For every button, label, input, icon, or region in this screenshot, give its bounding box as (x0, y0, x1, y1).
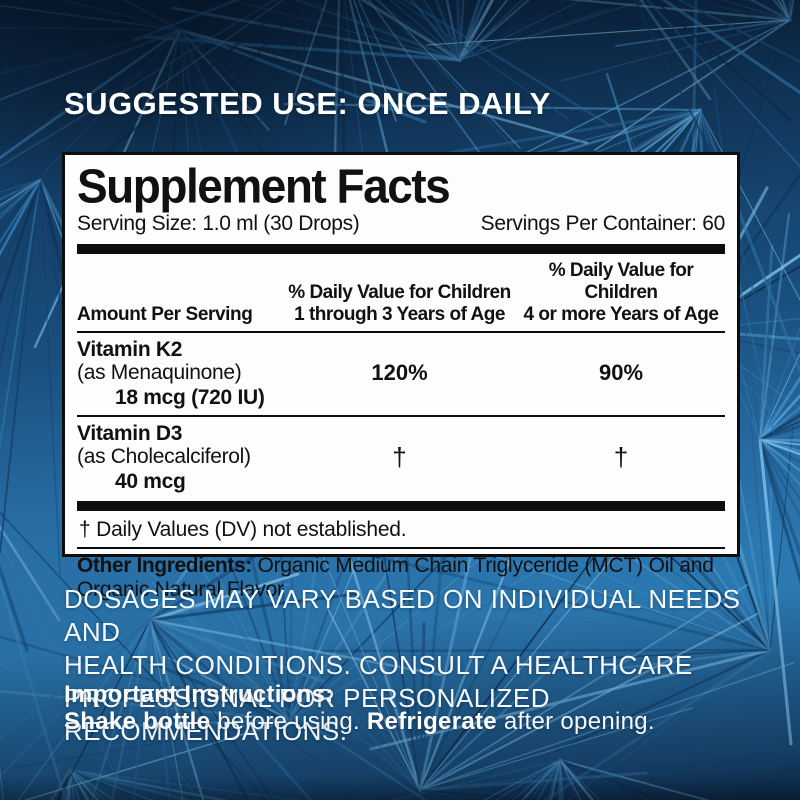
instructions-line: Shake bottle before using. Refrigerate a… (64, 708, 655, 736)
other-ingredients-label: Other Ingredients: (77, 554, 252, 578)
daily-value-footnote: † Daily Values (DV) not established. (79, 518, 407, 542)
suggested-use-heading: SUGGESTED USE: ONCE DAILY (64, 86, 551, 121)
servings-per-container: Servings Per Container: 60 (480, 212, 726, 236)
other-ingredients-text: Organic Medium Chain Triglyceride (MCT) … (77, 554, 714, 601)
serving-size: Serving Size: 1.0 ml (30 Drops) (77, 212, 360, 236)
serving-row: Serving Size: 1.0 ml (30 Drops) Servings… (77, 212, 725, 236)
instruction-after: after opening. (496, 708, 655, 735)
nutrient-name: Vitamin D3 (77, 422, 183, 446)
dv-children-1-3: 120% (371, 360, 428, 386)
other-ingredients: Other Ingredients: Organic Medium Chain … (77, 549, 725, 601)
disclaimer-line: PROFESSIONAL FOR PERSONALIZED RECOMMENDA… (64, 683, 550, 746)
thin-divider (77, 547, 725, 550)
nutrient-name: Vitamin K2 (77, 337, 183, 361)
disclaimer-line: DOSAGES MAY VARY BASED ON INDIVIDUAL NEE… (64, 584, 741, 647)
dosage-disclaimer: DOSAGES MAY VARY BASED ON INDIVIDUAL NEE… (64, 583, 754, 748)
supplement-facts-panel: Supplement Facts Serving Size: 1.0 ml (3… (62, 152, 740, 601)
column-header-amount: Amount Per Serving (77, 303, 253, 325)
table-row-vitamin-k2: Vitamin K2 (as Menaquinone) 18 mcg (720 … (77, 333, 725, 415)
instruction-before: before using. (210, 708, 367, 735)
dv-children-4plus: 90% (598, 360, 644, 386)
panel-title: Supplement Facts (77, 158, 451, 213)
disclaimer-line: HEALTH CONDITIONS. CONSULT A HEALTHCARE (64, 650, 693, 680)
nutrient-amount: 40 mcg (115, 470, 186, 494)
table-row-vitamin-d3: Vitamin D3 (as Cholecalciferol) 40 mcg †… (77, 417, 725, 499)
instruction-refrigerate: Refrigerate (366, 708, 497, 735)
thin-divider (77, 330, 725, 333)
thick-divider-top (77, 244, 725, 255)
column-header-row: Amount Per Serving % Daily Value for Chi… (77, 254, 725, 331)
thin-divider (77, 415, 725, 418)
nutrient-form: (as Menaquinone) (77, 360, 242, 384)
important-instructions-heading: Important Instructions: (64, 681, 334, 708)
instruction-shake: Shake bottle (64, 708, 211, 735)
nutrient-cell: Vitamin D3 (as Cholecalciferol) 40 mcg (77, 422, 282, 493)
thick-divider-bottom (77, 501, 725, 512)
column-header-dv1: % Daily Value for Children 1 through 3 Y… (288, 282, 511, 325)
dv-children-1-3: † (392, 442, 407, 473)
nutrient-cell: Vitamin K2 (as Menaquinone) 18 mcg (720 … (77, 338, 282, 409)
column-header-dv2: % Daily Value for Children 4 or more Yea… (523, 260, 719, 325)
nutrient-amount: 18 mcg (720 IU) (115, 386, 265, 410)
dv-children-4plus: † (613, 442, 629, 473)
nutrient-form: (as Cholecalciferol) (77, 445, 251, 469)
